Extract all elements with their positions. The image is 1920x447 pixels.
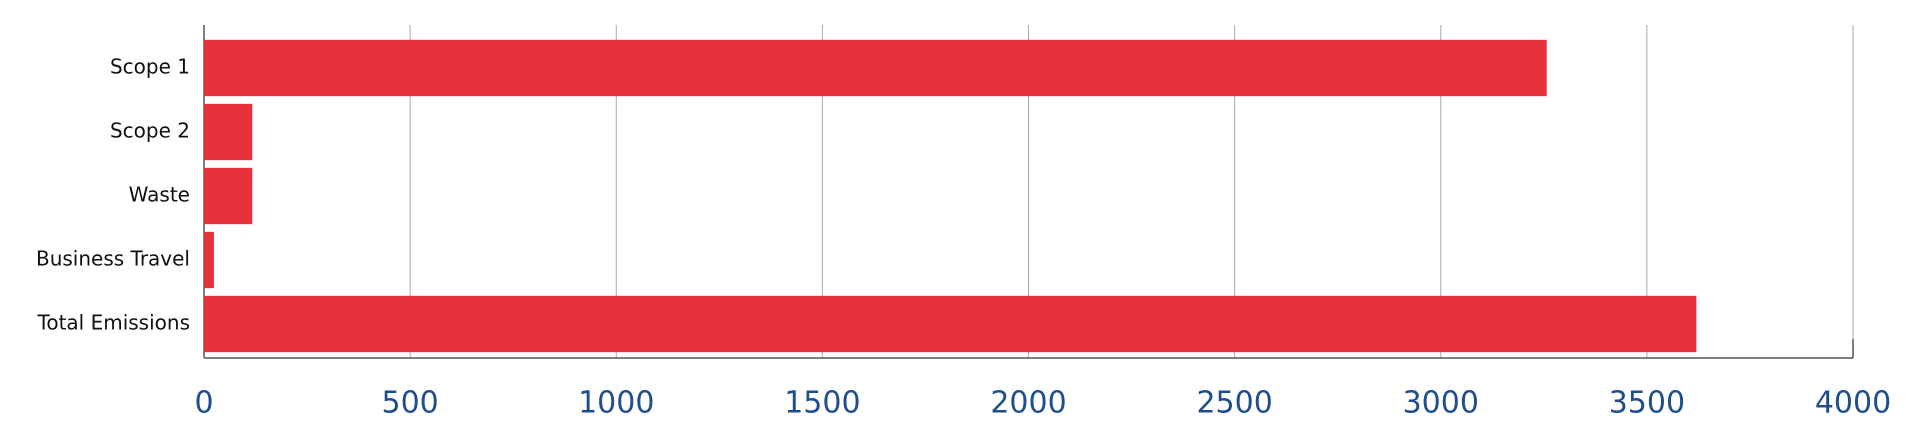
x-tick-label: 3500 <box>1609 386 1685 421</box>
x-tick-label: 2000 <box>990 386 1066 421</box>
y-tick-label: Scope 2 <box>110 119 190 143</box>
x-tick-label: 2500 <box>1196 386 1272 421</box>
y-tick-label: Waste <box>129 183 190 207</box>
y-tick-label: Total Emissions <box>37 311 190 335</box>
y-tick-label: Scope 1 <box>110 55 190 79</box>
x-tick-label: 3000 <box>1403 386 1479 421</box>
x-tick-label: 500 <box>381 386 438 421</box>
bar <box>204 103 253 161</box>
bar <box>204 295 1697 353</box>
x-tick-label: 0 <box>194 386 213 421</box>
bar <box>204 39 1547 97</box>
y-tick-label: Business Travel <box>36 247 190 271</box>
bar <box>204 167 253 225</box>
bar <box>204 231 214 289</box>
x-tick-label: 1000 <box>578 386 654 421</box>
x-tick-label: 4000 <box>1815 386 1891 421</box>
x-tick-label: 1500 <box>784 386 860 421</box>
